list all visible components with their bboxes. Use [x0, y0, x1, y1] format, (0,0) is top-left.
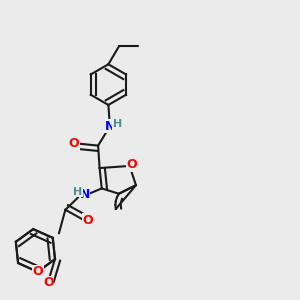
Text: O: O	[68, 137, 79, 150]
Text: H: H	[74, 187, 83, 197]
Text: N: N	[105, 120, 115, 133]
Text: O: O	[32, 265, 43, 278]
Text: O: O	[83, 214, 94, 227]
Text: N: N	[80, 188, 90, 201]
Text: O: O	[127, 158, 137, 171]
Text: H: H	[113, 119, 122, 129]
Text: O: O	[43, 276, 54, 290]
